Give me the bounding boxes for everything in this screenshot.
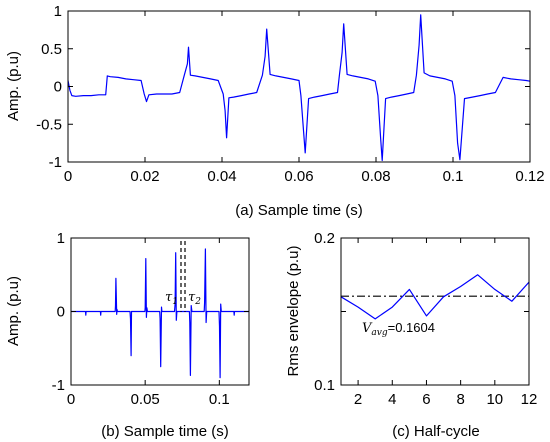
panel-c-vavg-label: Vavg=0.1604 bbox=[362, 320, 435, 338]
panel-c-xtick-label: 4 bbox=[388, 391, 396, 408]
panel-c-half-cycle: Vavg=0.1604 2 4 6 8 10 12 0.1 0.2 (c) Half-cycl… bbox=[285, 230, 537, 440]
panel-b-xtick-label: 0.1 bbox=[209, 391, 230, 408]
panel-a-sample-time: 0 0.02 0.04 0.06 0.08 0.1 0.12 -1 -0.5 0 0.5 1 (a) … bbox=[5, 3, 545, 219]
panel-b-ylabel: Amp. (p.u) bbox=[5, 276, 22, 346]
panel-c-series-line bbox=[340, 274, 530, 320]
panel-c-frame bbox=[340, 237, 530, 386]
panel-a-ytick-label: -0.5 bbox=[36, 116, 62, 133]
panel-b-xtick-label: 0.05 bbox=[131, 391, 160, 408]
panel-a-ylabel: Amp. (p.u) bbox=[5, 51, 22, 121]
panel-c-ylabel: Rms envelope (p.u) bbox=[285, 246, 302, 377]
panel-b-tau2-label: τ2 bbox=[188, 290, 201, 307]
panel-c-xtick-label: 2 bbox=[354, 391, 362, 408]
panel-a-xtick-label: 0.1 bbox=[443, 168, 464, 185]
panel-a-frame bbox=[67, 10, 531, 163]
panel-c-xlabel: (c) Half-cycle bbox=[392, 423, 480, 440]
panel-b-ytick-label: 1 bbox=[57, 230, 65, 247]
panel-a-ytick-label: 0.5 bbox=[41, 41, 62, 58]
panel-b-ytick-label: -1 bbox=[52, 377, 65, 394]
panel-b-sample-time: τ1 τ2 0 0.05 0.1-101 (b) Sample time (s) A… bbox=[5, 230, 250, 440]
panel-a-xtick-label: 0.08 bbox=[361, 168, 390, 185]
panel-b-tau1-label: τ1 bbox=[165, 290, 178, 307]
panel-c-ytick-label: 0.1 bbox=[314, 377, 335, 394]
panel-b-xlabel: (b) Sample time (s) bbox=[101, 423, 229, 440]
panel-a-ytick-label: -1 bbox=[49, 154, 62, 171]
panel-a-series-line bbox=[67, 14, 531, 162]
panel-c-xtick-label: 6 bbox=[422, 391, 430, 408]
panel-a-xtick-label: 0.06 bbox=[284, 168, 313, 185]
panel-c-xtick-label: 10 bbox=[486, 391, 503, 408]
panel-a-xtick-label: 0.04 bbox=[207, 168, 236, 185]
panel-a-xtick-label: 0 bbox=[64, 168, 72, 185]
panel-b-ytick-label: 0 bbox=[57, 304, 65, 321]
panel-c-ytick-label: 0.2 bbox=[314, 230, 335, 247]
panel-b-series-line bbox=[71, 248, 249, 379]
panel-c-xtick-label: 12 bbox=[521, 391, 538, 408]
panel-a-xtick-label: 0.12 bbox=[515, 168, 544, 185]
panel-c-xtick-label: 8 bbox=[456, 391, 464, 408]
panel-b-xtick-label: 0 bbox=[67, 391, 75, 408]
panel-a-ytick-label: 1 bbox=[54, 3, 62, 20]
panel-a-xlabel: (a) Sample time (s) bbox=[235, 202, 363, 219]
panel-a-xtick-label: 0.02 bbox=[130, 168, 159, 185]
panel-a-ytick-label: 0 bbox=[54, 79, 62, 96]
